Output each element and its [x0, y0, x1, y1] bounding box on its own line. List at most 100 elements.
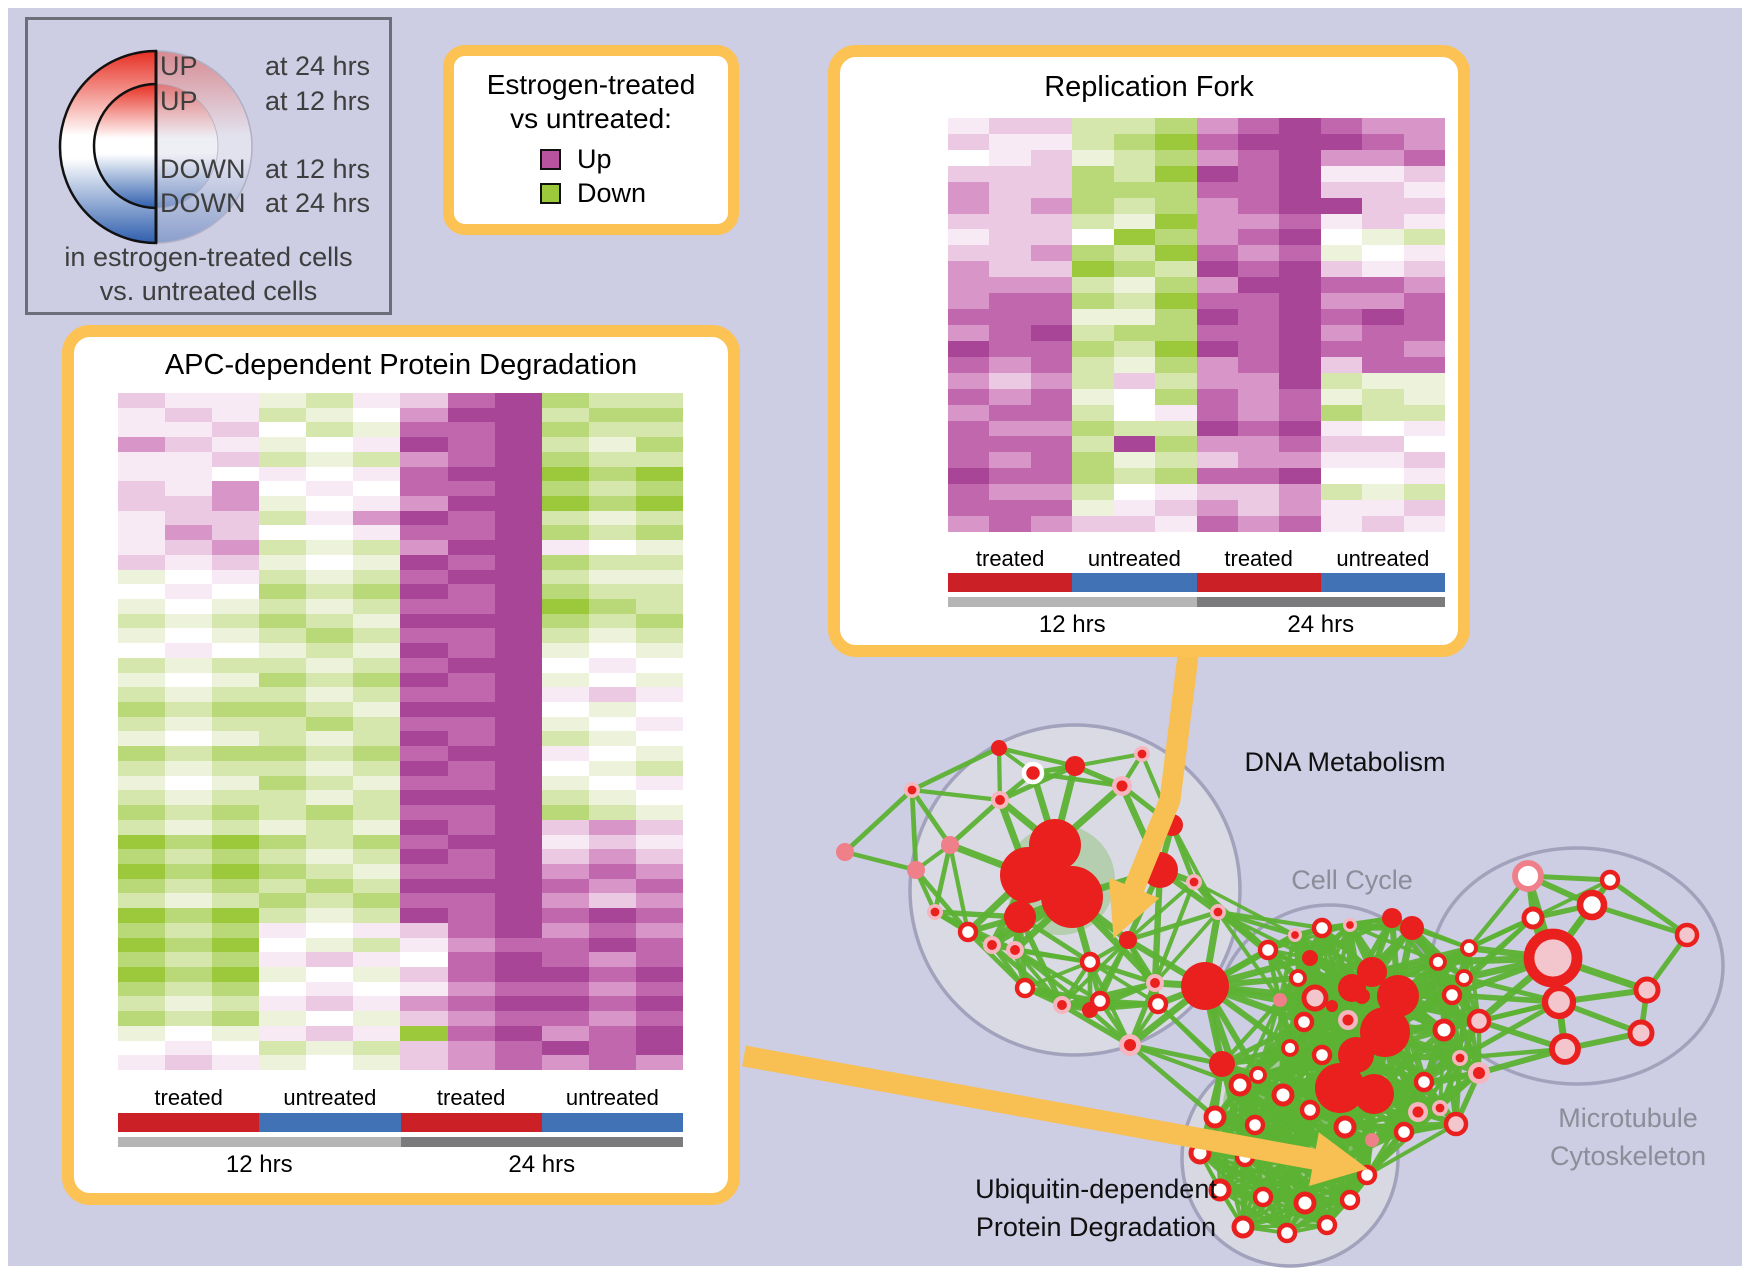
heatmap-cell: [588, 775, 636, 791]
heatmap-cell: [212, 451, 260, 467]
heatmap-cell: [1072, 293, 1114, 310]
heatmap-cell: [353, 481, 401, 497]
heatmap-cell: [165, 407, 213, 423]
heatmap-cell: [400, 760, 448, 776]
heatmap-cell: [989, 340, 1031, 357]
heatmap-cell: [635, 466, 683, 482]
network-edge: [1127, 1042, 1225, 1067]
heatmap-cell: [588, 878, 636, 894]
heatmap-cell: [1279, 197, 1321, 214]
treated-bar-segment: [400, 1113, 542, 1132]
heatmap-cell: [353, 937, 401, 953]
heatmap-cell: [259, 790, 307, 806]
heatmap-cell: [1155, 420, 1197, 437]
heatmap-cell: [635, 554, 683, 570]
heatmap-cell: [494, 510, 542, 526]
heatmap-cell: [541, 760, 589, 776]
network-edge: [909, 787, 919, 873]
heatmap-cell: [165, 746, 213, 761]
heatmap-cell: [1320, 165, 1363, 182]
heatmap-cell: [1362, 118, 1404, 134]
heatmap-cell: [1113, 404, 1156, 421]
heatmap-cell: [165, 687, 213, 703]
heatmap-cell: [259, 981, 307, 997]
heatmap-cell: [1237, 245, 1280, 262]
network-node-wr: [1021, 761, 1045, 785]
heatmap-cell: [212, 996, 260, 1012]
heatmap-cell: [165, 672, 213, 688]
network-node-r: [1293, 1191, 1317, 1215]
heatmap-cell: [948, 500, 990, 517]
heatmap-cell: [259, 628, 307, 644]
heatmap-cell: [588, 687, 636, 703]
heatmap-cell: [165, 1011, 213, 1026]
heatmap-cell: [259, 393, 307, 408]
heatmap-cell: [1113, 149, 1156, 166]
network-node-pr: [1523, 928, 1583, 988]
heatmap-cell: [948, 213, 990, 230]
heatmap-cell: [1072, 118, 1114, 134]
network-node-s: [1354, 988, 1370, 1004]
heatmap-cell: [1196, 229, 1238, 246]
up-label: Up: [577, 143, 612, 174]
heatmap-cell: [588, 569, 636, 585]
heatmap-cell: [1279, 356, 1321, 373]
heatmap-cell: [635, 878, 683, 894]
heatmap-cell: [259, 746, 307, 761]
treated-bar-segment: [1196, 573, 1321, 592]
heatmap-cell: [1320, 277, 1363, 294]
heatmap-cell: [1320, 261, 1363, 278]
heatmap-cell: [212, 716, 260, 732]
heatmap-cell: [1237, 165, 1280, 182]
network-node-rc: [991, 791, 1009, 809]
heatmap-cell: [400, 657, 448, 673]
heatmap-cell: [588, 584, 636, 600]
heatmap-cell: [494, 451, 542, 467]
heatmap-cell: [1155, 500, 1197, 517]
heatmap-cell: [118, 525, 166, 541]
heatmap-cell: [989, 118, 1031, 134]
heatmap-cell: [400, 746, 448, 761]
heatmap-cell: [635, 746, 683, 761]
network-edge: [1215, 909, 1325, 931]
heatmap-cell: [165, 466, 213, 482]
network-node-s: [1000, 847, 1056, 903]
heatmap-cell: [400, 731, 448, 747]
heatmap-cell: [494, 746, 542, 761]
heatmap-cell: [306, 672, 354, 688]
heatmap-cell: [212, 569, 260, 585]
heatmap-cell: [447, 966, 495, 982]
apc-heatmap: [118, 393, 683, 1070]
network-node-r: [1333, 1115, 1357, 1139]
heatmap-cell: [1237, 420, 1280, 437]
heatmap-cell: [118, 805, 166, 820]
network-node-r: [1079, 951, 1101, 973]
heatmap-cell: [1403, 181, 1445, 198]
heatmap-cell: [447, 1011, 495, 1026]
heatmap-cell: [1237, 404, 1280, 421]
heatmap-cell: [1030, 293, 1073, 310]
heatmap-cell: [1320, 324, 1363, 341]
heatmap-cell: [1362, 324, 1404, 341]
heatmap-cell: [1362, 309, 1404, 325]
heatmap-cell: [948, 452, 990, 469]
heatmap-cell: [1320, 484, 1363, 501]
network-node-r: [1228, 1073, 1252, 1097]
heatmap-cell: [353, 731, 401, 747]
heatmap-cell: [494, 584, 542, 600]
heatmap-cell: [1113, 324, 1156, 341]
heatmap-cell: [165, 584, 213, 600]
heatmap-cell: [259, 908, 307, 923]
heatmap-cell: [541, 569, 589, 585]
heatmap-cell: [165, 481, 213, 497]
heatmap-cell: [541, 643, 589, 658]
heatmap-cell: [1113, 165, 1156, 182]
heatmap-cell: [1113, 261, 1156, 278]
heatmap-cell: [212, 731, 260, 747]
heatmap-cell: [353, 393, 401, 408]
heatmap-cell: [1237, 452, 1280, 469]
heatmap-cell: [494, 981, 542, 997]
heatmap-cell: [541, 422, 589, 438]
heatmap-cell: [259, 584, 307, 600]
heatmap-cell: [118, 613, 166, 629]
